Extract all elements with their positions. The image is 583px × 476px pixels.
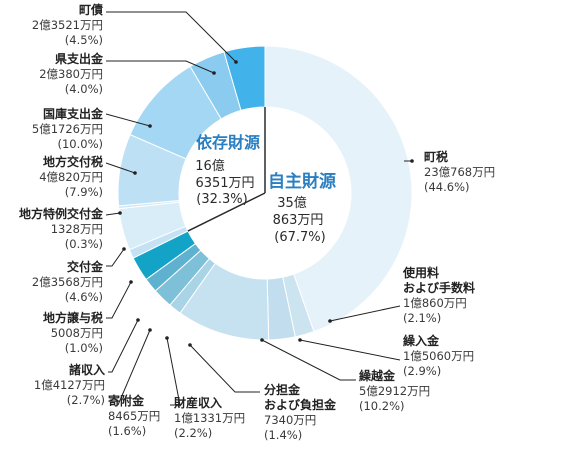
leader-line-6	[117, 329, 151, 406]
dep-group-percent: (32.3%)	[196, 192, 247, 207]
slice-label-amount-10: 1328万円	[51, 222, 103, 236]
leader-line-8	[106, 281, 132, 319]
slice-label-name-2-0: 繰入金	[403, 333, 440, 348]
leader-dot-5	[165, 336, 169, 340]
leader-dot-14	[234, 60, 238, 64]
leader-line-13	[106, 60, 215, 74]
slice-label-name-4-0: 分担金	[264, 382, 301, 397]
leader-dot-10	[118, 211, 122, 215]
leader-dot-1	[328, 319, 332, 323]
slice-label-percent-10: (0.3%)	[65, 237, 103, 251]
slice-label-amount-11: 4億820万円	[39, 170, 103, 184]
slice-label-amount-1: 1億860万円	[403, 296, 467, 310]
slice-label-percent-8: (1.0%)	[65, 341, 103, 355]
leader-dot-6	[148, 328, 152, 332]
divider-layer	[187, 107, 266, 232]
slice-label-name-6-0: 寄附金	[108, 393, 145, 408]
slice-label-amount-6: 8465万円	[108, 409, 160, 423]
own-group-amount2: 863万円	[273, 213, 324, 228]
slice-label-amount-8: 5008万円	[51, 326, 103, 340]
leader-line-14	[106, 11, 237, 63]
slice-label-amount-4: 7340万円	[264, 413, 316, 427]
slice-label-percent-14: (4.5%)	[65, 33, 103, 47]
leader-line-4	[189, 344, 260, 393]
slice-label-amount-9: 2億3568万円	[32, 275, 103, 289]
leader-line-3	[261, 339, 356, 381]
leader-dot-7	[136, 318, 140, 322]
slice-label-name-13-0: 県支出金	[55, 51, 104, 66]
slice-label-name-8-0: 地方譲与税	[43, 310, 103, 325]
own-group-title: 自主財源	[268, 171, 336, 192]
leader-line-5	[166, 337, 181, 406]
slice-label-amount-14: 2億3521万円	[32, 18, 103, 32]
slice-label-name-12-0: 国庫支出金	[43, 106, 104, 121]
leader-line-1	[329, 305, 401, 322]
leader-dot-4	[188, 343, 192, 347]
slice-label-amount-5: 1億1331万円	[174, 411, 245, 425]
slice-label-percent-6: (1.6%)	[108, 424, 146, 438]
slice-label-percent-5: (2.2%)	[174, 426, 212, 440]
slice-label-name-11-0: 地方交付税	[43, 154, 103, 169]
leader-dot-3	[260, 338, 264, 342]
slice-label-amount-0: 23億768万円	[424, 165, 495, 179]
leader-dot-8	[129, 280, 133, 284]
leader-dot-12	[148, 124, 152, 128]
slice-label-name-1-1: および手数料	[403, 280, 475, 295]
slice-label-percent-11: (7.9%)	[65, 185, 103, 199]
leader-line-7	[108, 319, 139, 373]
dep-group-title: 依存財源	[196, 133, 260, 152]
slices-layer	[117, 45, 413, 341]
slice-label-name-0-0: 町税	[424, 149, 448, 164]
slice-label-percent-4: (1.4%)	[264, 428, 302, 442]
leader-dot-2	[298, 338, 302, 342]
slice-label-name-1-0: 使用料	[402, 265, 439, 280]
slice-label-amount-12: 5億1726万円	[32, 122, 103, 136]
leader-dot-9	[122, 247, 126, 251]
slice-label-amount-3: 5億2912万円	[359, 384, 430, 398]
slice-label-percent-1: (2.1%)	[403, 311, 441, 325]
leader-dot-0	[410, 159, 414, 163]
dep-group-amount: 16億	[195, 158, 225, 174]
leader-line-9	[106, 248, 125, 267]
own-group-percent: (67.7%)	[274, 230, 325, 245]
leader-line-2	[299, 339, 401, 361]
slice-label-percent-9: (4.6%)	[65, 290, 103, 304]
leader-layer	[105, 11, 414, 406]
slice-label-percent-12: (10.0%)	[57, 137, 103, 151]
slice-label-name-7-0: 諸収入	[69, 362, 105, 377]
slice-label-percent-2: (2.9%)	[403, 364, 441, 378]
slice-label-percent-13: (4.0%)	[65, 82, 103, 96]
slice-label-name-14-0: 町債	[79, 2, 103, 17]
slice-label-percent-7: (2.7%)	[67, 393, 105, 407]
leader-dot-13	[212, 71, 216, 75]
slice-label-name-3-0: 繰越金	[359, 368, 396, 383]
slice-label-percent-0: (44.6%)	[424, 180, 470, 194]
leader-line-11	[105, 162, 136, 174]
leader-dot-11	[133, 171, 137, 175]
own-group-amount: 35億	[277, 195, 307, 211]
dep-group-amount2: 6351万円	[195, 176, 254, 191]
slice-label-name-9-0: 交付金	[67, 259, 104, 274]
slice-label-amount-13: 2億380万円	[39, 67, 103, 81]
slice-label-name-10-0: 地方特例交付金	[19, 206, 104, 221]
slice-label-amount-7: 1億4127万円	[34, 378, 105, 392]
leader-line-12	[105, 113, 151, 127]
slice-label-amount-2: 1億5060万円	[403, 349, 474, 363]
slice-label-name-5-0: 財産収入	[173, 395, 222, 410]
leader-line-10	[105, 212, 121, 216]
group-divider-1	[187, 192, 266, 232]
slice-0	[264, 45, 413, 333]
slice-label-name-4-1: および負担金	[264, 397, 337, 412]
center-layer: 依存財源 16億 6351万円 (32.3%) 自主財源 35億 863万円 (…	[195, 133, 336, 245]
slice-label-percent-3: (10.2%)	[359, 399, 405, 413]
